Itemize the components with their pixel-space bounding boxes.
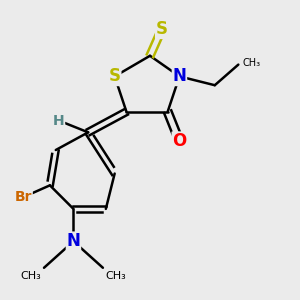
Text: S: S: [109, 68, 121, 85]
Text: CH₃: CH₃: [106, 271, 127, 281]
Text: H: H: [53, 114, 64, 128]
Text: N: N: [172, 68, 186, 85]
Text: O: O: [172, 132, 187, 150]
Text: N: N: [67, 232, 80, 250]
Text: CH₃: CH₃: [20, 271, 41, 281]
Text: CH₃: CH₃: [243, 58, 261, 68]
Text: Br: Br: [15, 190, 32, 204]
Text: S: S: [156, 20, 168, 38]
